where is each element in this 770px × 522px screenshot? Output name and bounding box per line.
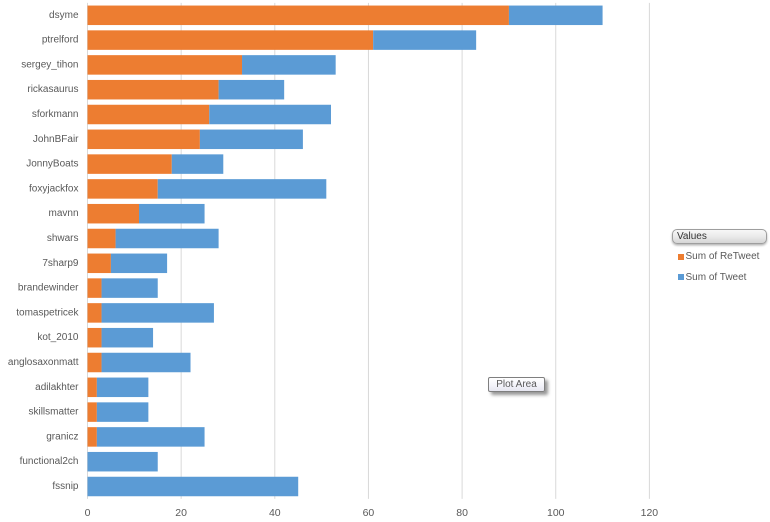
svg-text:sforkmann: sforkmann: [32, 109, 79, 120]
svg-text:100: 100: [547, 507, 565, 519]
svg-text:granicz: granicz: [46, 431, 78, 442]
svg-text:adilakhter: adilakhter: [35, 382, 79, 393]
svg-text:20: 20: [175, 507, 187, 519]
svg-text:brandewinder: brandewinder: [18, 283, 79, 294]
svg-text:foxyjackfox: foxyjackfox: [29, 183, 78, 194]
svg-text:sergey_tihon: sergey_tihon: [21, 59, 78, 70]
svg-text:dsyme: dsyme: [49, 10, 79, 21]
svg-text:anglosaxonmatt: anglosaxonmatt: [8, 357, 79, 368]
svg-text:kot_2010: kot_2010: [37, 332, 79, 343]
svg-text:rickasaurus: rickasaurus: [27, 84, 78, 95]
svg-text:ptrelford: ptrelford: [42, 35, 79, 46]
svg-text:shwars: shwars: [47, 233, 79, 244]
svg-text:120: 120: [641, 507, 659, 519]
svg-text:fssnip: fssnip: [52, 481, 79, 492]
svg-text:60: 60: [363, 507, 375, 519]
svg-text:mavnn: mavnn: [48, 208, 78, 219]
svg-text:JohnBFair: JohnBFair: [33, 134, 79, 145]
svg-text:0: 0: [85, 507, 91, 519]
svg-text:skillsmatter: skillsmatter: [28, 407, 79, 418]
svg-text:40: 40: [269, 507, 281, 519]
svg-text:7sharp9: 7sharp9: [42, 258, 79, 269]
svg-text:tomaspetricek: tomaspetricek: [16, 307, 79, 318]
svg-text:80: 80: [456, 507, 468, 519]
svg-text:functional2ch: functional2ch: [20, 456, 79, 467]
svg-text:JonnyBoats: JonnyBoats: [26, 159, 78, 170]
